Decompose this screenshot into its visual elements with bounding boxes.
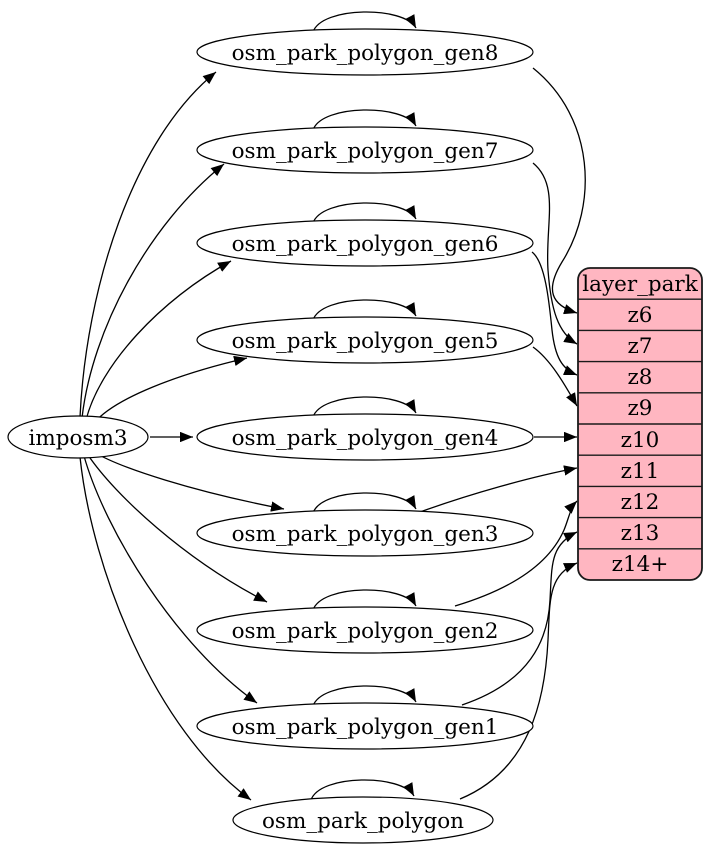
table-row-z9: z9 [627,396,652,421]
self-loop-gen5 [312,299,417,321]
node-gen5-label: osm_park_polygon_gen5 [232,329,499,354]
edge-gen7-z7 [532,162,578,345]
edge-polygon-z14 [459,562,578,800]
layer-park-table: layer_park z6 z7 z8 z9 z10 z11 z12 z13 z… [577,267,703,581]
node-gen1-label: osm_park_polygon_gen1 [232,715,499,740]
table-row-z12: z12 [621,490,660,515]
edge-gen6-z8 [531,251,578,376]
self-loop-gen8 [312,11,417,33]
layer-park-title: layer_park [582,272,698,297]
node-gen3-label: osm_park_polygon_gen3 [232,522,499,547]
edge-gen2-z12 [454,500,578,607]
table-row-z13: z13 [621,521,660,546]
edges-to-layer [419,67,586,800]
edge-imposm3-gen3 [93,451,285,512]
self-loops [310,11,417,801]
node-imposm3-label: imposm3 [28,426,127,451]
edge-gen5-z9 [532,346,578,407]
edges-from-source [79,71,285,801]
table-row-z14plus: z14+ [612,552,669,577]
edge-imposm3-gen7 [81,163,225,419]
table-row-z11: z11 [621,459,660,484]
self-loop-gen2 [312,589,417,611]
edge-gen8-z6 [532,67,586,315]
node-osm-park-polygon-gen8: osm_park_polygon_gen8 [196,28,534,76]
edge-imposm3-polygon [79,456,252,801]
node-osm-park-polygon-gen3: osm_park_polygon_gen3 [196,509,534,557]
self-loop-gen1 [312,685,417,707]
edge-imposm3-gen8 [79,71,217,418]
table-row-z10: z10 [621,428,660,453]
node-osm-park-polygon-gen1: osm_park_polygon_gen1 [196,702,534,750]
edge-imposm3-gen5 [93,355,248,424]
node-osm-park-polygon: osm_park_polygon [232,796,494,844]
node-osm-park-polygon-gen6: osm_park_polygon_gen6 [196,219,534,267]
node-gen8-label: osm_park_polygon_gen8 [232,41,499,66]
edge-imposm3-gen6 [85,260,232,421]
node-osm-park-polygon-gen5: osm_park_polygon_gen5 [196,316,534,364]
edge-imposm3-gen2 [87,454,268,603]
node-gen7-label: osm_park_polygon_gen7 [232,139,499,164]
edge-gen3-z11 [419,465,578,513]
node-gen2-label: osm_park_polygon_gen2 [232,619,499,644]
self-loop-gen4 [312,396,417,418]
node-osm-park-polygon-gen7: osm_park_polygon_gen7 [196,126,534,174]
self-loop-gen7 [312,109,417,131]
table-row-z7: z7 [627,334,652,359]
node-osm-park-polygon-gen2: osm_park_polygon_gen2 [196,606,534,654]
node-imposm3: imposm3 [7,415,149,459]
node-gen6-label: osm_park_polygon_gen6 [232,232,499,257]
self-loop-gen3 [312,492,417,514]
self-loop-gen6 [312,202,417,224]
edge-imposm3-gen1 [83,455,258,704]
self-loop-polygon [310,779,415,801]
node-osm-park-polygon-gen4: osm_park_polygon_gen4 [196,413,534,461]
node-polygon-label: osm_park_polygon [262,809,464,834]
node-gen4-label: osm_park_polygon_gen4 [232,426,499,451]
table-row-z8: z8 [627,365,652,390]
table-row-z6: z6 [627,303,652,328]
nodes: imposm3 osm_park_polygon_gen8 osm_park_p… [7,28,534,844]
